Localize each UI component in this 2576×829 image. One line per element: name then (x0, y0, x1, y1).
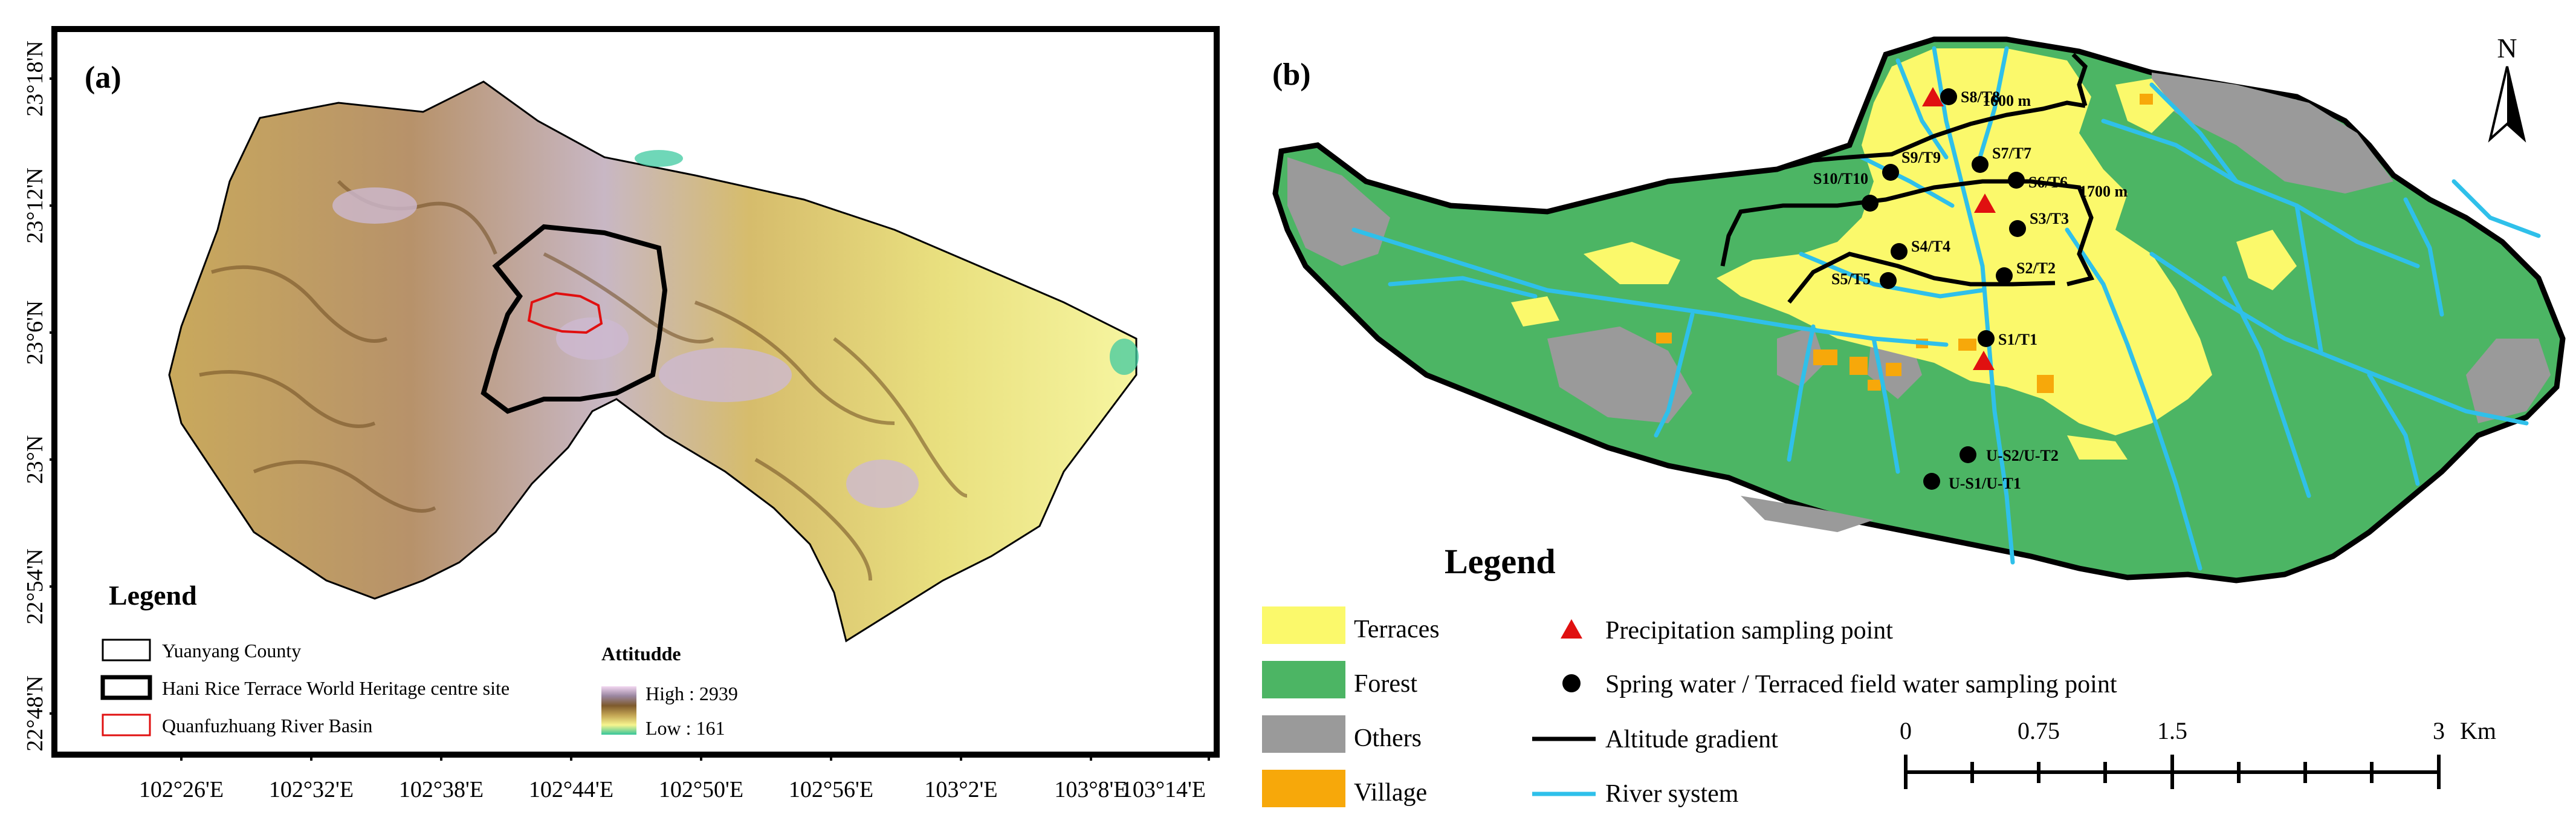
sampling-point (1960, 446, 1976, 463)
precipitation-point (1922, 87, 1944, 106)
legend-label-village: Village (1354, 779, 1427, 807)
panel-a-lat-ticks (50, 77, 54, 715)
lat-tick-label: 23°6'N (22, 301, 48, 365)
lon-tick-label: 102°32'E (269, 777, 354, 802)
sampling-point (1978, 330, 1995, 347)
sampling-point-labels: S8/T8 S9/T9 S7/T7 S10/T10 S6/T6 S3/T3 S4… (1813, 88, 2069, 492)
panel-a: (a) 23°18'N 23°12'N 23°6'N 23°N 22°54'N … (22, 26, 1220, 802)
legend-label-altitude: Altitude gradient (1605, 726, 1778, 753)
north-label: N (2497, 33, 2517, 63)
lat-tick-label: 23°18'N (22, 41, 48, 117)
sample-label: S7/T7 (1992, 145, 2031, 162)
sample-label: S2/T2 (2016, 259, 2056, 277)
legend-label-yuanyang-county: Yuanyang County (162, 640, 301, 662)
altitude-label-1700: 1700 m (2079, 183, 2128, 200)
legend-label-river-basin: Quanfuzhuang River Basin (162, 715, 372, 736)
sampling-point (2008, 172, 2025, 189)
sampling-point (1972, 156, 1989, 173)
legend-label-heritage-site: Hani Rice Terrace World Heritage centre … (162, 677, 510, 699)
precipitation-point (1973, 351, 1995, 370)
panel-a-lon-labels: 102°26'E 102°32'E 102°38'E 102°44'E 102°… (139, 777, 1206, 802)
scale-tick-label: 0.75 (2018, 717, 2060, 744)
lat-tick-label: 23°N (22, 435, 48, 484)
scale-unit-label: Km (2460, 717, 2496, 744)
sampling-point (1891, 243, 1908, 260)
legend-swatch-village (1262, 770, 1345, 807)
legend-symbol-sampling (1562, 674, 1581, 692)
sample-label: S3/T3 (2030, 210, 2069, 227)
sample-label: S6/T6 (2028, 174, 2068, 191)
sample-label: S5/T5 (1831, 270, 1871, 288)
river-system (1351, 46, 2541, 571)
lat-tick-label: 22°54'N (22, 548, 48, 625)
terrain-highlands (332, 187, 919, 508)
precipitation-points (1922, 87, 1996, 370)
sampling-points (1862, 88, 2026, 490)
altitude-gradient-lines (1720, 53, 2095, 304)
panel-a-lat-labels: 23°18'N 23°12'N 23°6'N 23°N 22°54'N 22°4… (22, 41, 48, 752)
sampling-point (1880, 272, 1897, 289)
legend-label-precipitation: Precipitation sampling point (1605, 617, 1893, 645)
legend-swatch-yuanyang-county (102, 639, 151, 662)
legend-symbol-precipitation (1561, 619, 1582, 639)
quanfuzhuang-river-basin-boundary (527, 291, 603, 334)
elevation-low-label: Low : 161 (646, 717, 725, 739)
scale-tick-label: 0 (1900, 717, 1912, 744)
lon-tick-label: 102°50'E (659, 777, 743, 802)
lon-tick-label: 103°14'E (1121, 777, 1206, 802)
legend-swatch-heritage-site (100, 675, 152, 700)
legend-label-sampling: Spring water / Terraced field water samp… (1605, 671, 2117, 698)
precipitation-point (1974, 193, 1996, 213)
legend-swatch-forest (1262, 661, 1345, 698)
heritage-site-boundary (481, 224, 668, 414)
sample-label: S4/T4 (1911, 238, 1950, 255)
sampling-point (2009, 220, 2026, 237)
lon-tick-label: 102°56'E (789, 777, 873, 802)
scale-tick-label: 1.5 (2157, 717, 2187, 744)
panel-b-legend-title: Legend (1445, 542, 1556, 581)
lon-tick-label: 103°8'E (1054, 777, 1127, 802)
sampling-point (1882, 164, 1899, 181)
sampling-point (1996, 267, 2013, 284)
elevation-title: Attitudde (601, 643, 681, 665)
sample-label: S10/T10 (1813, 170, 1868, 187)
sampling-point (1940, 88, 1957, 105)
legend-label-terraces: Terraces (1354, 616, 1440, 643)
sampling-point (1862, 195, 1879, 212)
legend-swatch-terraces (1262, 606, 1345, 644)
panel-b: (b) (1262, 33, 2566, 808)
sample-label: S8/T8 (1961, 88, 2000, 106)
sample-label: U-S2/U-T2 (1986, 447, 2059, 464)
sampling-point (1923, 473, 1940, 490)
elevation-high-label: High : 2939 (646, 683, 738, 704)
legend-label-forest: Forest (1354, 670, 1417, 698)
sample-label: U-S1/U-T1 (1949, 475, 2021, 492)
land-cover-others (1287, 73, 2551, 532)
sample-label: S9/T9 (1901, 149, 1941, 166)
elevation-color-ramp (601, 686, 636, 735)
altitude-label-1600: 1600 m (1982, 92, 2031, 109)
panel-a-label: (a) (85, 60, 121, 95)
legend-label-others: Others (1354, 724, 1422, 752)
terrain-lowlands (635, 150, 1139, 375)
scale-tick-label: 3 (2433, 717, 2445, 744)
legend-swatch-river-basin (102, 714, 151, 736)
lon-tick-label: 102°26'E (139, 777, 224, 802)
north-arrow: N (2488, 33, 2526, 143)
lat-tick-label: 22°48'N (22, 675, 48, 752)
lon-tick-label: 102°44'E (529, 777, 613, 802)
scale-bar (1904, 755, 2441, 789)
lon-tick-label: 102°38'E (399, 777, 484, 802)
lat-tick-label: 23°12'N (22, 167, 48, 244)
legend-label-river: River system (1605, 780, 1739, 808)
panel-a-legend-title: Legend (109, 580, 197, 611)
panel-a-lon-ticks (180, 755, 1210, 761)
scale-bar-labels: 0 0.75 1.5 3 Km (1900, 717, 2496, 744)
panel-b-label: (b) (1272, 57, 1311, 92)
lon-tick-label: 103°2'E (924, 777, 997, 802)
legend-swatch-others (1262, 715, 1345, 753)
sample-label: S1/T1 (1998, 331, 2037, 348)
